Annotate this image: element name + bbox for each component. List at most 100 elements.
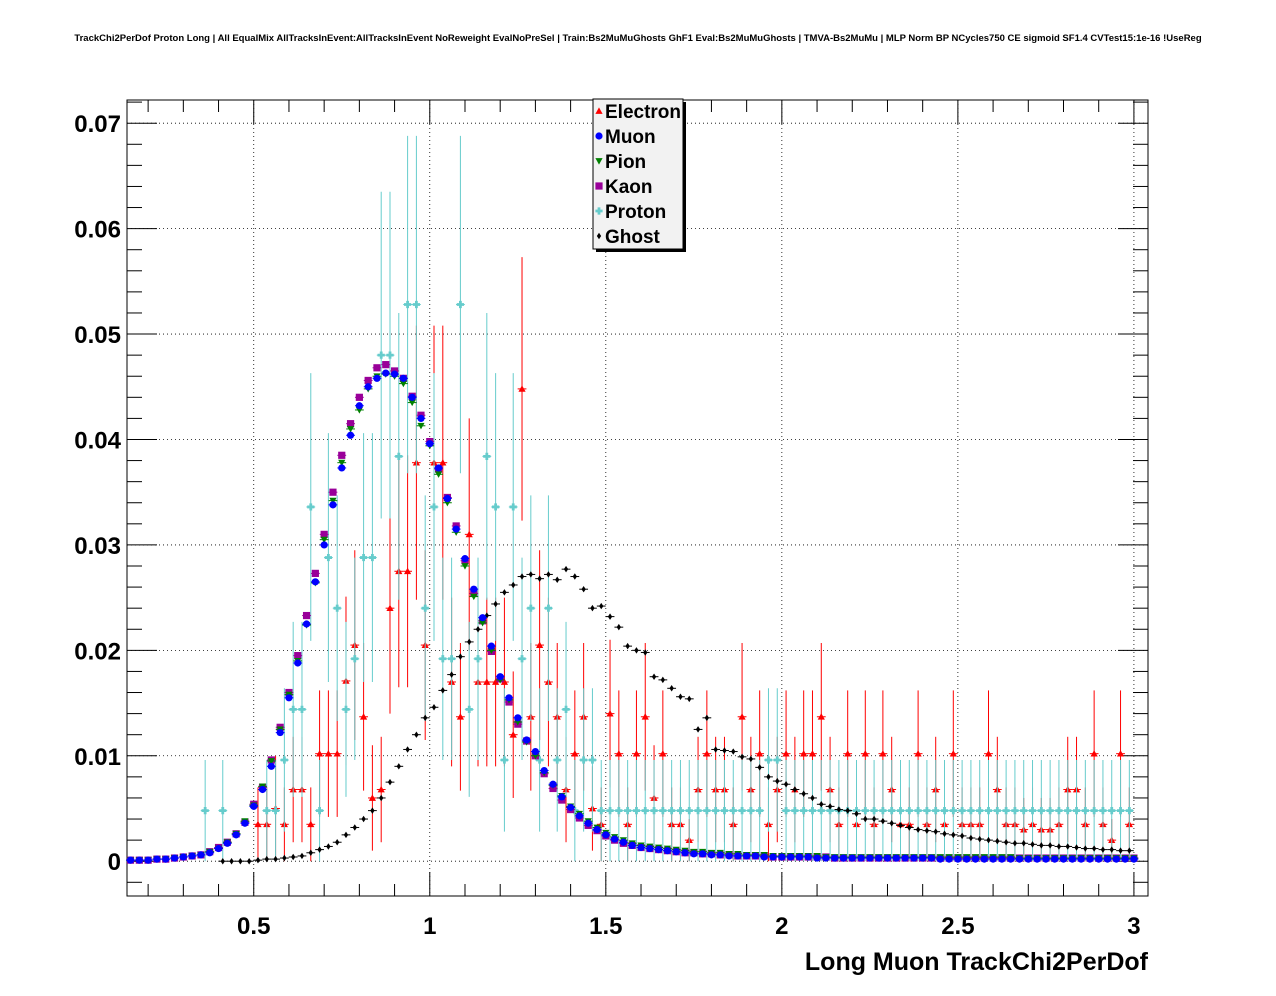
proton-point xyxy=(993,807,1001,815)
proton-point xyxy=(403,300,412,309)
proton-point xyxy=(289,705,297,713)
muon-point xyxy=(276,728,284,737)
ghost-point xyxy=(616,623,622,631)
muon-point xyxy=(619,838,628,846)
muon-point xyxy=(531,747,540,756)
ghost-point xyxy=(748,755,754,763)
ghost-point xyxy=(282,854,287,862)
ghost-point xyxy=(1003,838,1009,846)
muon-point xyxy=(346,431,355,439)
muon-point xyxy=(214,844,223,853)
legend-entry-pion: Pion xyxy=(595,152,646,173)
ghost-point xyxy=(924,827,930,834)
muon-point xyxy=(971,855,980,863)
pion-point xyxy=(478,620,487,627)
ghost-point xyxy=(511,581,516,589)
ghost-point xyxy=(238,857,243,865)
proton-point xyxy=(483,452,491,460)
muon-point xyxy=(963,855,971,863)
legend-marker-electron xyxy=(595,107,603,114)
ghost-point xyxy=(933,828,938,835)
ghost-point xyxy=(343,831,349,839)
muon-point xyxy=(954,855,962,863)
muon-point xyxy=(989,855,997,863)
kaon-point xyxy=(311,569,319,577)
proton-point xyxy=(536,756,544,764)
x-tick-label: 3 xyxy=(1127,913,1140,940)
proton-point xyxy=(421,604,429,612)
muon-point xyxy=(593,825,601,834)
y-tick-label: 0.07 xyxy=(74,111,121,138)
muon-point xyxy=(223,839,231,847)
proton-point xyxy=(518,655,526,663)
muon-point xyxy=(883,854,892,862)
kaon-point xyxy=(329,488,337,496)
muon-point xyxy=(399,374,407,382)
ghost-point xyxy=(951,831,956,839)
ghost-point xyxy=(467,638,472,646)
muon-point xyxy=(839,854,848,862)
proton-point xyxy=(896,807,905,815)
proton-point xyxy=(271,807,280,815)
muon-point xyxy=(1112,855,1120,863)
kaon-point xyxy=(470,589,478,598)
ghost-point xyxy=(687,695,692,703)
proton-point xyxy=(1055,807,1063,815)
proton-point xyxy=(263,807,271,815)
ghost-point xyxy=(739,753,745,761)
ghost-point xyxy=(335,838,340,846)
proton-point xyxy=(553,756,561,764)
muon-point xyxy=(998,855,1006,863)
ghost-point xyxy=(775,777,780,785)
muon-point xyxy=(892,854,900,862)
electron-point xyxy=(615,750,623,757)
electron-point xyxy=(377,785,385,793)
legend-marker-ghost xyxy=(596,232,602,240)
ghost-point xyxy=(607,613,613,620)
muon-point xyxy=(373,374,381,382)
muon-point xyxy=(1121,855,1129,863)
electron-point xyxy=(808,750,817,757)
muon-point xyxy=(549,780,557,788)
ghost-point xyxy=(968,834,974,842)
proton-point xyxy=(914,807,922,815)
legend-label-electron: Electron xyxy=(605,102,681,123)
muon-point xyxy=(1015,855,1024,863)
ghost-point xyxy=(669,685,674,692)
electron-point xyxy=(307,820,315,828)
muon-point xyxy=(162,855,170,863)
ghost-point xyxy=(898,822,903,829)
proton-point xyxy=(597,807,605,815)
proton-point xyxy=(527,604,535,612)
muon-point xyxy=(769,853,777,861)
ghost-point xyxy=(1118,847,1123,854)
proton-point xyxy=(967,807,975,815)
ghost-point xyxy=(405,746,410,753)
legend-box xyxy=(592,98,684,250)
y-tick-label: 0.06 xyxy=(74,217,121,244)
proton-point xyxy=(395,452,403,460)
muon-point xyxy=(170,854,179,862)
proton-point xyxy=(1116,807,1125,815)
x-tick-label: 2.5 xyxy=(941,913,974,940)
x-tick-label: 1 xyxy=(423,913,436,940)
plot-title: TrackChi2PerDof Proton Long | All EqualM… xyxy=(74,33,1202,44)
ghost-point xyxy=(537,575,542,582)
legend-label-proton: Proton xyxy=(605,202,666,223)
muon-point xyxy=(637,843,645,852)
proton-point xyxy=(1011,807,1019,815)
muon-point xyxy=(831,854,839,862)
muon-point xyxy=(540,766,548,775)
proton-point xyxy=(1020,807,1028,815)
muon-point xyxy=(206,849,214,857)
electron-point xyxy=(465,530,473,538)
ghost-point xyxy=(502,589,507,596)
ghost-point xyxy=(326,843,331,850)
ghost-point xyxy=(907,824,912,831)
pion-point xyxy=(417,422,425,430)
electron-point xyxy=(1116,750,1125,757)
muon-point xyxy=(452,525,460,533)
legend-entry-kaon: Kaon xyxy=(595,177,653,198)
ghost-point xyxy=(1021,840,1026,847)
muon-point xyxy=(927,854,936,862)
